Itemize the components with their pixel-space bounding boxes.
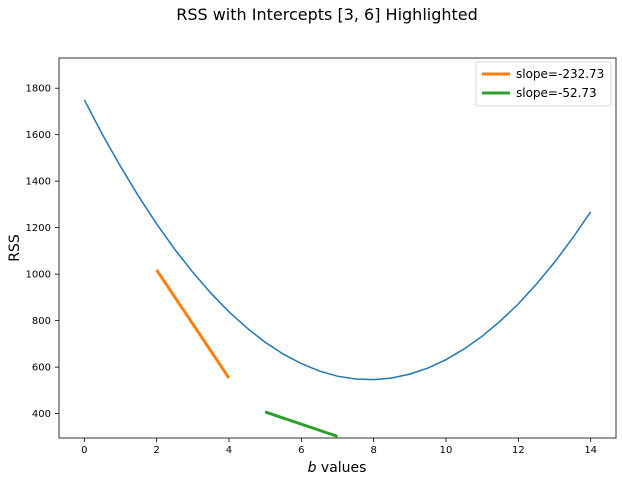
y-tick-label: 1600 [26,130,51,141]
y-tick-label: 800 [32,316,51,327]
y-tick-label: 600 [32,363,51,374]
x-axis-ticks: 0 2 4 6 8 10 12 14 [81,438,597,456]
y-tick-label: 400 [32,409,51,420]
rss-curve-line [83,99,592,381]
x-tick-label: 10 [440,445,453,456]
legend-label-green: slope=-52.73 [516,86,597,100]
legend: slope=-232.73 slope=-52.73 [475,61,612,107]
y-tick-label: 1400 [26,177,51,188]
y-tick-label: 1200 [26,223,51,234]
tangent-line-1 [264,410,338,438]
x-axis-label-text: values [316,460,366,476]
x-tick-label: 4 [226,445,232,456]
x-axis-label: b values [308,460,367,476]
x-tick-label: 8 [370,445,376,456]
x-tick-label: 0 [81,445,87,456]
tangent-line-0 [155,269,231,379]
plot-area [58,57,617,439]
y-axis-label: RSS [7,234,23,262]
legend-label-orange: slope=-232.73 [516,67,604,81]
curve-layer [83,99,592,381]
x-tick-label: 12 [512,445,525,456]
x-axis-label-variable: b [308,460,317,476]
y-tick-label: 1800 [26,84,51,95]
y-tick-label: 1000 [26,270,51,281]
chart-title: RSS with Intercepts [3, 6] Highlighted [176,5,478,24]
plot-frame [58,57,617,439]
tangent-layer [155,269,338,438]
x-tick-label: 2 [153,445,159,456]
x-tick-label: 6 [298,445,304,456]
x-tick-label: 14 [584,445,597,456]
y-axis-ticks: 400 600 800 1000 1200 1400 1600 1800 [26,84,59,420]
